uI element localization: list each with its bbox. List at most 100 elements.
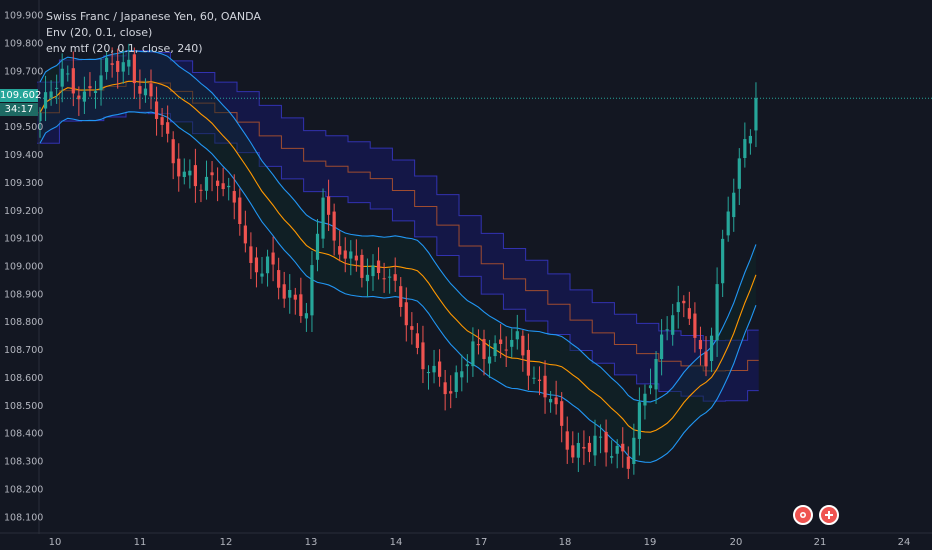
candle	[321, 188, 325, 249]
candle	[105, 50, 109, 80]
candle	[265, 249, 270, 287]
y-tick-label: 109.000	[4, 262, 43, 273]
candle-body	[698, 339, 703, 350]
ideas-icon[interactable]	[793, 505, 813, 525]
candle	[709, 327, 714, 373]
candle	[621, 427, 625, 468]
x-tick-label: 17	[475, 537, 488, 548]
candle	[510, 328, 514, 358]
candle-body	[121, 62, 125, 72]
candle	[549, 390, 553, 413]
candle-body	[304, 313, 308, 319]
candle	[443, 369, 447, 411]
candle	[576, 432, 580, 473]
candle	[299, 277, 303, 323]
candle	[216, 167, 220, 202]
candle-body	[116, 60, 120, 72]
candle	[332, 203, 336, 256]
y-tick-label: 109.300	[4, 178, 43, 189]
plus-icon[interactable]	[819, 505, 839, 525]
candle	[304, 302, 308, 332]
envelope-layer	[39, 50, 757, 463]
x-tick-label: 11	[134, 537, 147, 548]
candle-body	[726, 211, 730, 236]
candle-body	[604, 431, 608, 453]
candle-body	[476, 344, 481, 346]
y-tick-label: 108.200	[4, 484, 43, 495]
candle	[277, 257, 281, 300]
candle-body	[665, 329, 669, 331]
candle	[127, 43, 131, 76]
candle	[116, 48, 120, 89]
candle	[687, 291, 691, 325]
plus-glyph	[825, 511, 833, 519]
y-tick-label: 109.700	[4, 66, 43, 77]
candle-body	[543, 375, 547, 398]
candle-body	[438, 361, 442, 377]
candle	[432, 349, 436, 384]
candle-body	[160, 117, 164, 125]
candle-body	[60, 68, 64, 87]
candle	[438, 349, 442, 387]
candle-body	[404, 302, 408, 326]
candle	[271, 236, 275, 282]
candle	[726, 196, 730, 242]
candle-body	[166, 122, 170, 134]
candle-body	[277, 270, 281, 288]
last-price-tag: 109.602	[0, 89, 42, 102]
candle	[654, 351, 658, 404]
candle-body	[249, 246, 253, 263]
candle	[554, 380, 558, 415]
candle-body	[88, 86, 92, 89]
candle-body	[182, 171, 186, 178]
candle	[748, 129, 752, 155]
env-basis-line	[39, 80, 757, 433]
candle-body	[354, 255, 358, 261]
candle-body	[271, 252, 275, 265]
candle-body	[560, 401, 564, 426]
candle	[404, 287, 408, 342]
candle-body	[393, 274, 397, 281]
candle	[210, 161, 214, 192]
candle	[660, 319, 664, 376]
candle	[410, 312, 414, 345]
candle-body	[265, 256, 270, 274]
candle-body	[493, 343, 497, 357]
y-tick-label: 109.100	[4, 234, 43, 245]
candle	[493, 335, 497, 362]
candle	[682, 295, 686, 318]
candle	[166, 105, 170, 143]
candle	[532, 366, 536, 384]
candle-body	[671, 315, 675, 335]
candle-body	[676, 302, 680, 313]
candle	[732, 178, 736, 232]
candle-body	[66, 73, 70, 75]
candle-body	[282, 284, 286, 299]
candle	[598, 424, 603, 454]
candle	[504, 336, 508, 367]
candle-body	[299, 294, 303, 317]
candle-body	[177, 158, 181, 177]
x-tick-label: 20	[730, 537, 743, 548]
legend-env-mtf: env mtf (20, 0.1, close, 240)	[46, 42, 203, 55]
candle-body	[421, 342, 425, 370]
candle	[60, 53, 64, 103]
candle	[143, 78, 148, 103]
ideas-glyph	[800, 512, 806, 518]
candle	[571, 431, 575, 464]
candle	[315, 219, 320, 272]
candle-body	[499, 339, 503, 344]
candle	[132, 47, 136, 99]
candle	[154, 86, 159, 136]
candle-body	[632, 437, 636, 464]
candle-body	[399, 286, 403, 307]
candle-body	[610, 456, 614, 458]
candle-body	[55, 87, 59, 89]
candle-body	[360, 254, 364, 278]
candle-body	[410, 326, 414, 330]
candle	[88, 72, 92, 97]
candle	[754, 82, 758, 148]
candle-body	[365, 274, 370, 282]
candle-body	[327, 196, 331, 215]
